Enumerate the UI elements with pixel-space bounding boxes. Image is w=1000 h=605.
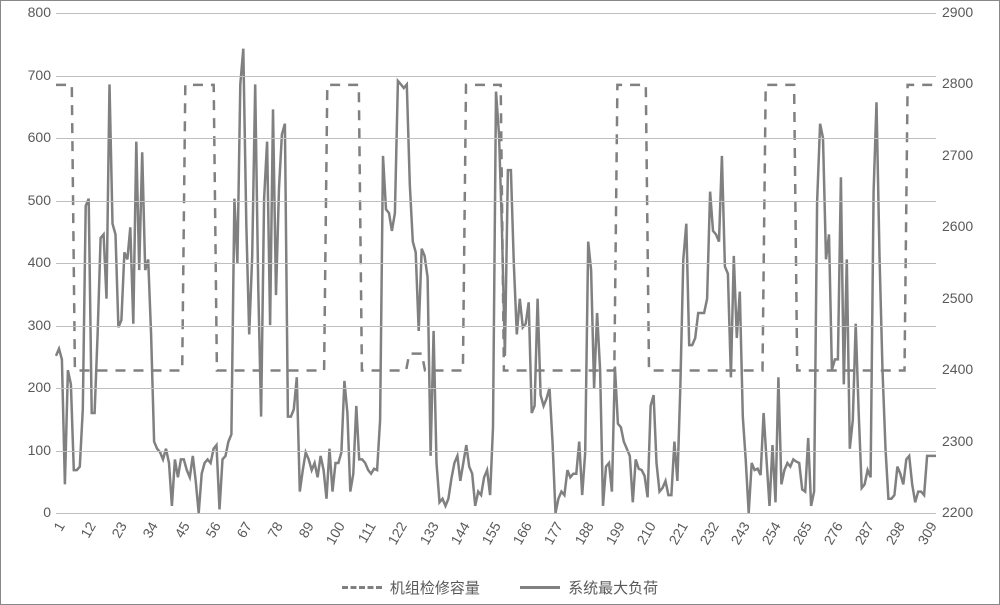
gridline — [56, 76, 936, 77]
xtick: 232 — [696, 519, 722, 547]
gridline — [56, 263, 936, 264]
xtick: 287 — [852, 519, 878, 547]
gridline — [56, 201, 936, 202]
xtick: 133 — [416, 519, 442, 547]
xtick: 78 — [264, 519, 286, 540]
ytick-left: 500 — [11, 192, 51, 208]
ytick-right: 2800 — [942, 75, 992, 91]
ytick-right: 2900 — [942, 4, 992, 20]
xtick: 12 — [77, 519, 99, 540]
ytick-left: 800 — [11, 4, 51, 20]
legend-item-maintenance: 机组检修容量 — [342, 577, 480, 598]
ytick-left: 700 — [11, 67, 51, 83]
legend: 机组检修容量 系统最大负荷 — [1, 576, 999, 598]
gridline — [56, 451, 936, 452]
ytick-left: 600 — [11, 129, 51, 145]
xtick: 254 — [758, 519, 784, 547]
xtick: 144 — [447, 519, 473, 547]
ytick-right: 2200 — [942, 504, 992, 520]
xtick: 23 — [108, 519, 130, 540]
xtick: 298 — [883, 519, 909, 547]
xtick: 111 — [355, 519, 379, 545]
legend-label: 系统最大负荷 — [568, 577, 658, 598]
ytick-left: 300 — [11, 317, 51, 333]
xtick: 265 — [789, 519, 815, 547]
xtick: 155 — [478, 519, 504, 547]
xtick: 199 — [603, 519, 629, 547]
ytick-left: 200 — [11, 379, 51, 395]
gridline — [56, 388, 936, 389]
legend-label: 机组检修容量 — [390, 577, 480, 598]
xtick: 45 — [171, 519, 193, 540]
legend-item-maxload: 系统最大负荷 — [520, 577, 658, 598]
xtick: 67 — [233, 519, 255, 540]
xtick: 1 — [50, 519, 68, 534]
series-line — [56, 49, 936, 513]
legend-swatch-dashed — [342, 586, 382, 589]
ytick-right: 2300 — [942, 433, 992, 449]
xtick: 34 — [140, 519, 162, 540]
xtick: 243 — [727, 519, 753, 547]
xtick: 100 — [322, 519, 348, 547]
ytick-right: 2500 — [942, 290, 992, 306]
gridline — [56, 13, 936, 14]
ytick-right: 2600 — [942, 218, 992, 234]
xtick: 210 — [634, 519, 660, 547]
xtick: 188 — [571, 519, 597, 547]
xtick: 177 — [540, 519, 566, 547]
chart-container: 机组检修容量 系统最大负荷 0 100 200 300 400 500 600 700 800 2… — [0, 0, 1000, 605]
plot-area — [56, 13, 936, 513]
xtick: 89 — [295, 519, 317, 540]
xtick: 56 — [202, 519, 224, 540]
gridline — [56, 326, 936, 327]
legend-swatch-solid — [520, 586, 560, 589]
ytick-left: 100 — [11, 442, 51, 458]
xtick: 221 — [665, 519, 691, 547]
gridline — [56, 513, 936, 514]
gridline — [56, 138, 936, 139]
xtick: 309 — [914, 519, 940, 547]
ytick-left: 400 — [11, 254, 51, 270]
xtick: 122 — [385, 519, 411, 547]
ytick-left: 0 — [11, 504, 51, 520]
ytick-right: 2400 — [942, 361, 992, 377]
ytick-right: 2700 — [942, 147, 992, 163]
xtick: 166 — [509, 519, 535, 547]
xtick: 276 — [820, 519, 846, 547]
